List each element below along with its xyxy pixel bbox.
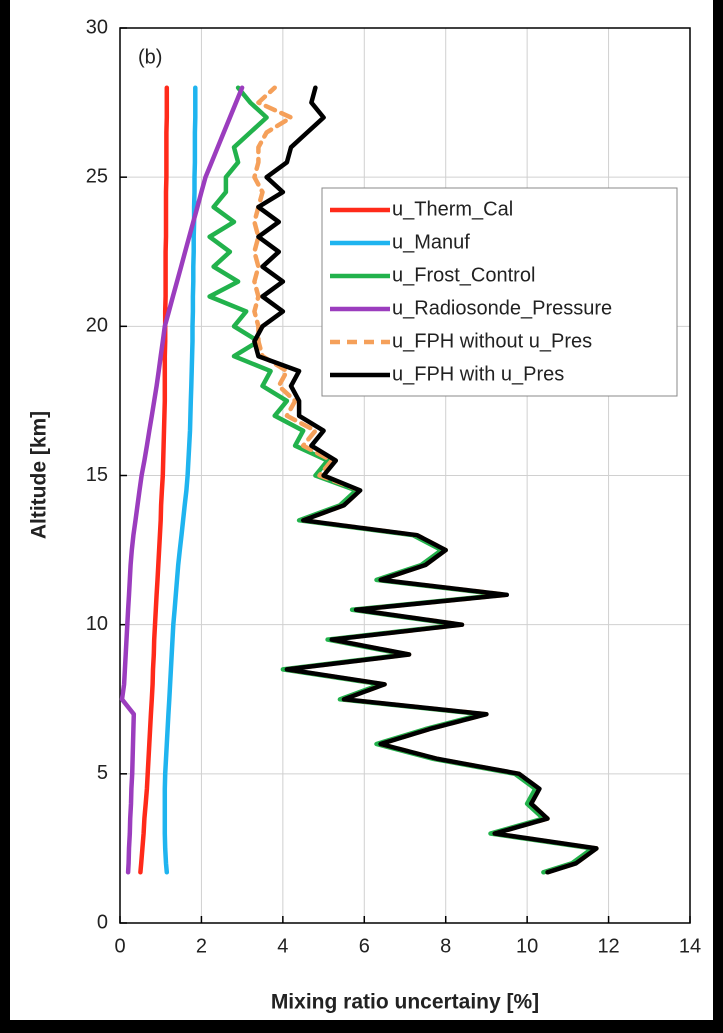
series-line [138,85,170,875]
y-tick-label: 10 [86,613,108,635]
plot-frame [119,27,691,924]
x-tick-label: 10 [516,935,538,957]
y-tick-label: 25 [86,165,108,187]
legend-label: u_FPH with u_Pres [392,363,564,385]
series-line [252,85,599,875]
legend-label: u_Therm_Cal [392,198,513,220]
x-tick-label: 12 [597,935,619,957]
y-tick-label: 5 [97,762,108,784]
x-tick-label: 8 [440,935,451,957]
panel-background [10,0,713,1020]
panel-label: (b) [138,46,162,68]
y-tick-label: 15 [86,464,108,486]
x-tick-label: 14 [679,935,701,957]
y-tick-label: 20 [86,315,108,337]
legend-label: u_Radiosonde_Pressure [392,297,612,319]
x-tick-label: 2 [196,935,207,957]
series-line [119,85,245,875]
x-axis-label: Mixing ratio uncertainy [%] [271,991,539,1014]
y-tick-label: 30 [86,16,108,38]
legend-label: u_Frost_Control [392,264,535,286]
legend-label: u_Manuf [392,231,470,253]
legend-label: u_FPH without u_Pres [392,330,592,352]
legend-box [321,187,678,397]
x-tick-label: 0 [114,935,125,957]
x-tick-label: 4 [277,935,288,957]
y-tick-label: 0 [97,911,108,933]
x-tick-label: 6 [359,935,370,957]
y-axis-label: Altitude [km] [28,411,51,539]
